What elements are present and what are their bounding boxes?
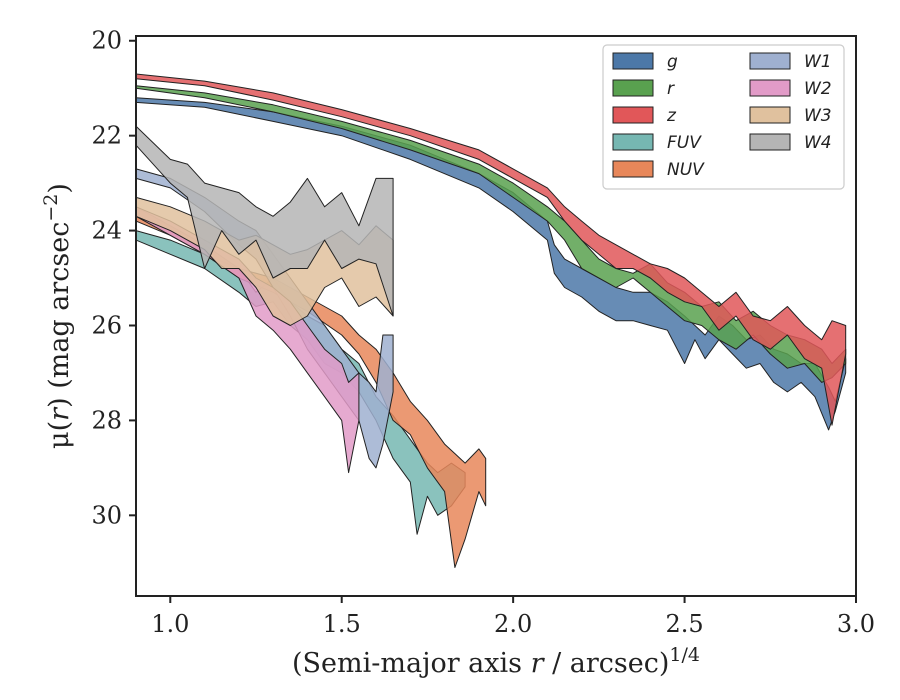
series-area-z <box>135 73 847 426</box>
legend-swatch <box>612 133 654 151</box>
legend-label: g <box>667 52 678 72</box>
x-tick-label: 3.0 <box>837 610 875 638</box>
legend-swatch <box>612 52 654 70</box>
y-tick-label: 22 <box>91 122 122 150</box>
legend-label: FUV <box>667 133 702 153</box>
x-axis-label: (Semi-major axis r / arcsec)1/4 <box>292 644 700 679</box>
legend-swatch <box>749 106 791 124</box>
y-tick-label: 20 <box>91 27 122 55</box>
x-tick-label: 2.5 <box>665 610 703 638</box>
legend-label: r <box>667 79 675 99</box>
legend-label: W3 <box>804 106 832 126</box>
legend-label: W2 <box>804 79 832 99</box>
y-tick-label: 24 <box>91 217 122 245</box>
legend-label: W4 <box>804 133 832 153</box>
x-tick-label: 1.0 <box>151 610 189 638</box>
legend-label: z <box>666 106 677 126</box>
x-tick-label: 2.0 <box>494 610 532 638</box>
plot-frame <box>135 35 857 597</box>
y-tick-label: 28 <box>91 406 122 434</box>
legend-label: W1 <box>804 52 832 72</box>
legend-swatch <box>749 133 791 151</box>
series-area-w4 <box>135 125 394 317</box>
x-axis-ticks: 1.0 1.5 2.0 2.5 3.0 <box>151 596 875 638</box>
series-areas <box>135 73 847 568</box>
legend: grz FUV NUV W1 W2 W3 W4 <box>602 44 845 190</box>
y-tick-label: 30 <box>91 501 122 529</box>
legend-swatch <box>749 79 791 97</box>
legend-swatch <box>749 52 791 70</box>
legend-label: NUV <box>667 160 705 180</box>
legend-swatch <box>612 160 654 178</box>
y-axis-ticks: 20 22 24 26 28 30 <box>91 27 136 529</box>
x-tick-label: 1.5 <box>323 610 361 638</box>
y-axis-label: μ(r) (mag arcsec−2) <box>40 183 75 449</box>
y-tick-label: 26 <box>91 311 122 339</box>
legend-swatch <box>612 79 654 97</box>
legend-swatch <box>612 106 654 124</box>
